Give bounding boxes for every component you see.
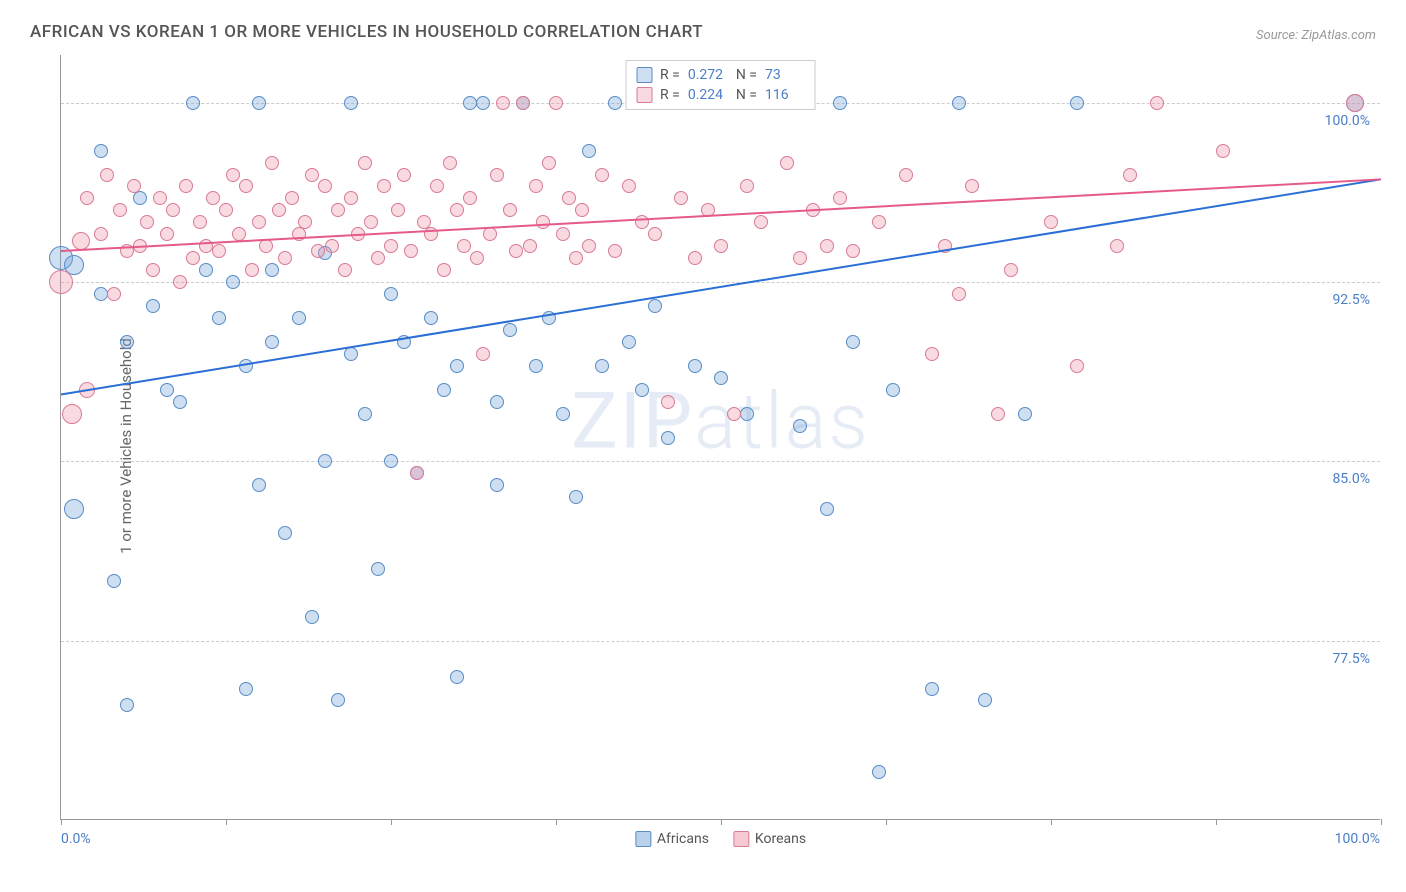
stats-n-label: N = — [736, 67, 757, 83]
stats-r-label: R = — [660, 87, 680, 103]
correlation-stats-box: R = 0.272 N = 73 R = 0.224 N = 116 — [625, 60, 816, 110]
chart-plot-area: ZIPatlas R =0.272N =73R =0.224N =116 0.0… — [60, 55, 1380, 820]
stats-row: R = 0.224 N = 116 — [636, 85, 805, 105]
stats-r-label: R = — [660, 67, 680, 83]
stats-swatch-icon — [636, 67, 652, 83]
legend-swatch-icon — [733, 831, 749, 847]
legend-label: Koreans — [755, 831, 806, 847]
stats-n-value: 73 — [765, 67, 805, 83]
legend-label: Africans — [657, 831, 709, 847]
x-tick — [1381, 819, 1382, 825]
legend-item: Koreans — [733, 831, 806, 847]
stats-row: R = 0.272 N = 73 — [636, 65, 805, 85]
trend-line — [61, 55, 1381, 820]
stats-swatch-icon — [636, 87, 652, 103]
legend-item: Africans — [635, 831, 709, 847]
chart-title: AFRICAN VS KOREAN 1 OR MORE VEHICLES IN … — [30, 22, 703, 42]
x-axis-min-label: 0.0% — [61, 831, 91, 847]
stats-n-label: N = — [736, 87, 757, 103]
x-axis-max-label: 100.0% — [1335, 831, 1380, 847]
stats-r-value: 0.272 — [688, 67, 728, 83]
legend-swatch-icon — [635, 831, 651, 847]
legend: Africans Koreans — [635, 831, 806, 847]
source-attribution: Source: ZipAtlas.com — [1256, 28, 1376, 43]
stats-r-value: 0.224 — [688, 87, 728, 103]
stats-n-value: 116 — [765, 87, 805, 103]
